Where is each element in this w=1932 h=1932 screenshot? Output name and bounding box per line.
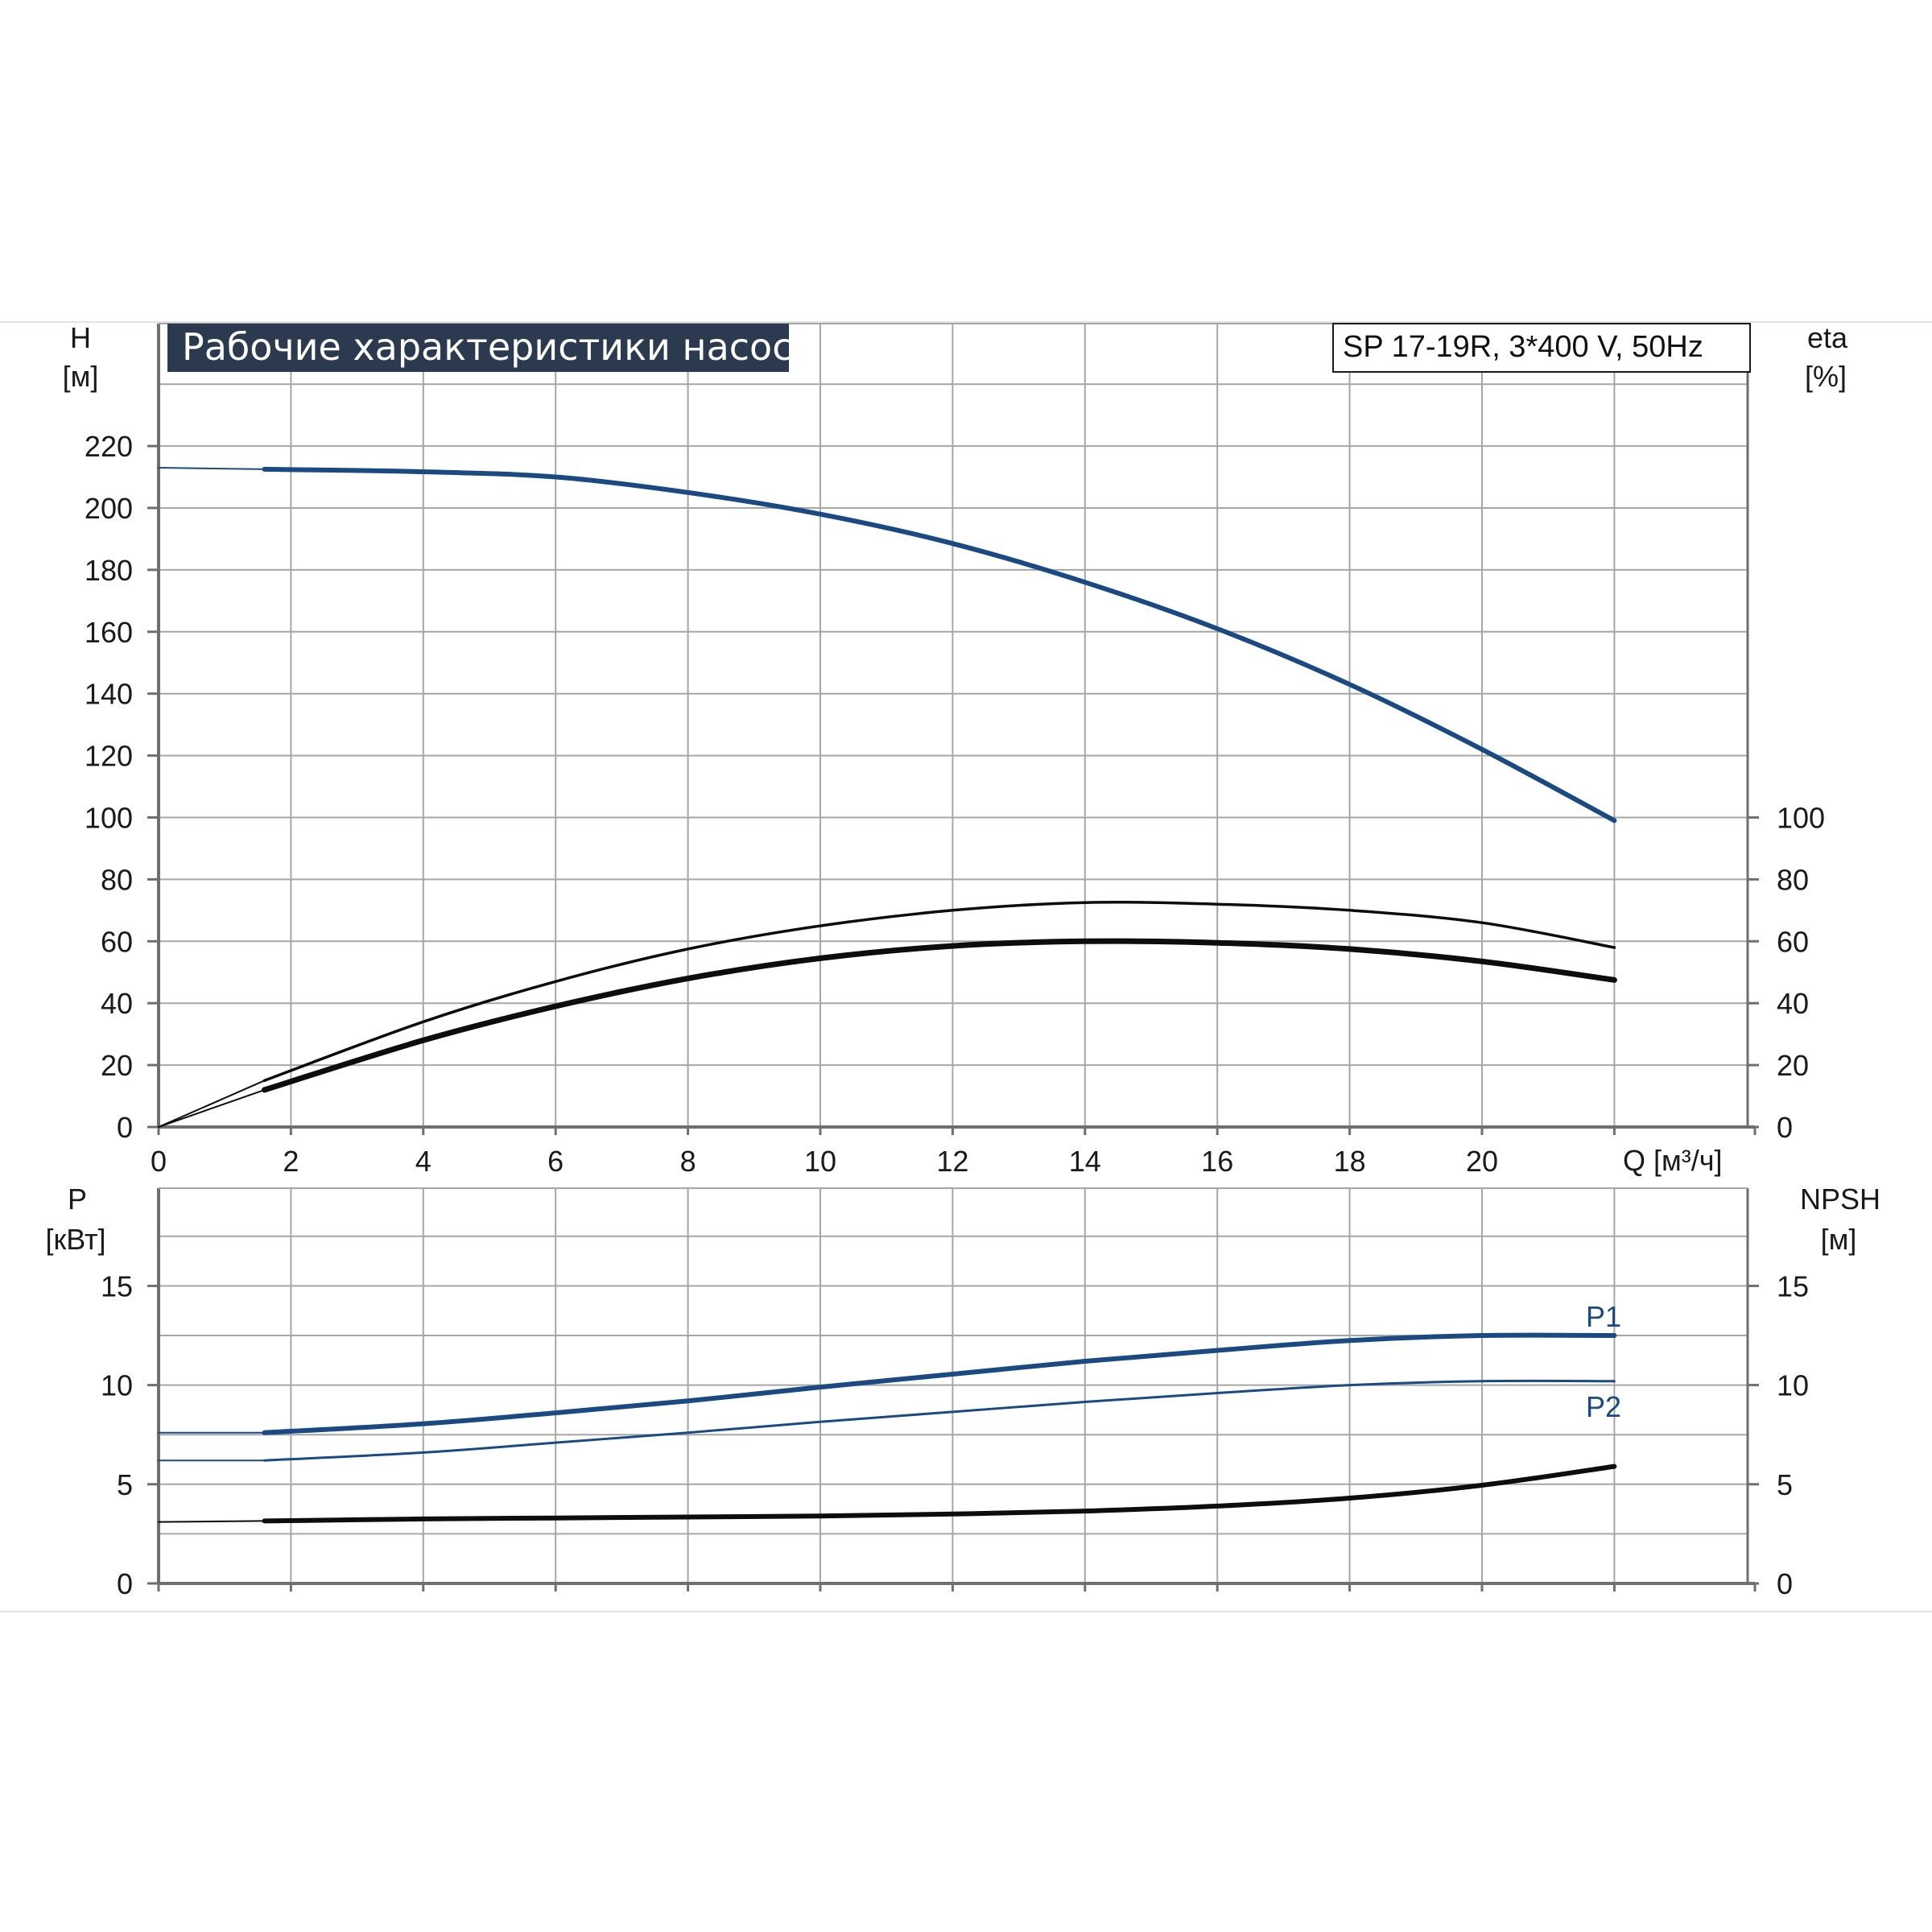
series-extension-h: [158, 467, 266, 470]
y-axis-left-title-bottom: P: [68, 1183, 87, 1216]
x-tick-label: 12: [936, 1145, 968, 1178]
top-panel-ticks: 0204060801001201401601802002200204060801…: [85, 430, 1825, 1178]
y-tick-label-left: 20: [101, 1049, 133, 1082]
series-line-eta-1: [262, 901, 1616, 1083]
top-panel-series: [158, 466, 1617, 1128]
y-tick-label-right: 0: [1777, 1567, 1793, 1600]
x-tick-label: 16: [1201, 1145, 1233, 1178]
y-tick-label-left: 10: [101, 1369, 133, 1402]
x-axis-title: Q [м³/ч]: [1623, 1144, 1723, 1177]
y-tick-label-right: 20: [1777, 1049, 1809, 1082]
x-tick-label: 14: [1069, 1145, 1101, 1178]
y-tick-label-left: 100: [85, 802, 133, 835]
y-tick-label-right: 100: [1777, 802, 1825, 835]
y-axis-right-title-top: eta: [1807, 321, 1848, 354]
y-tick-label-left: 5: [117, 1468, 133, 1501]
series-line-p1: [262, 1332, 1617, 1435]
y-tick-label-left: 60: [101, 925, 133, 958]
y-tick-label-right: 80: [1777, 863, 1809, 896]
series-label-p1: P1: [1586, 1300, 1621, 1333]
series-line-eta-2: [262, 938, 1617, 1093]
bottom-panel-grid: [147, 1187, 1759, 1591]
y-axis-left-unit-top: [м]: [63, 360, 99, 393]
y-tick-label-left: 0: [117, 1111, 133, 1144]
y-tick-label-right: 60: [1777, 925, 1809, 958]
x-tick-label: 4: [415, 1145, 431, 1178]
x-tick-label: 20: [1466, 1145, 1498, 1178]
x-tick-label: 8: [680, 1145, 696, 1178]
model-label-box: [1332, 323, 1751, 373]
y-tick-label-left: 160: [85, 616, 133, 649]
x-tick-label: 2: [283, 1145, 299, 1178]
chart-title: Рабочие характеристики насоса: [182, 325, 815, 369]
y-axis-right-unit-top: [%]: [1805, 360, 1847, 393]
y-tick-label-right: 40: [1777, 987, 1809, 1020]
x-tick-label: 10: [804, 1145, 836, 1178]
model-label: SP 17-19R, 3*400 V, 50Hz: [1343, 330, 1703, 364]
y-tick-label-right: 5: [1777, 1468, 1793, 1501]
y-tick-label-right: 0: [1777, 1111, 1793, 1144]
y-tick-label-right: 15: [1777, 1269, 1809, 1302]
series-line-npsh: [262, 1463, 1617, 1524]
series-extension-eta-2: [158, 1088, 266, 1128]
y-tick-label-left: 140: [85, 678, 133, 711]
top-panel-grid: [147, 323, 1759, 1135]
y-tick-label-left: 220: [85, 430, 133, 463]
y-tick-label-left: 120: [85, 740, 133, 773]
series-label-p2: P2: [1586, 1390, 1621, 1423]
y-tick-label-left: 40: [101, 987, 133, 1020]
y-tick-label-left: 200: [85, 492, 133, 525]
y-tick-label-left: 80: [101, 863, 133, 896]
y-axis-left-unit-bottom: [кВт]: [45, 1223, 105, 1256]
y-tick-label-right: 10: [1777, 1369, 1809, 1402]
y-tick-label-left: 0: [117, 1567, 133, 1600]
y-tick-label-left: 15: [101, 1269, 133, 1302]
series-line-p2: [263, 1379, 1616, 1462]
y-axis-right-title-bottom: NPSH: [1800, 1183, 1880, 1216]
series-extension-eta-1: [158, 1080, 266, 1128]
bottom-panel-series: [158, 1332, 1617, 1524]
chart-title-box: [167, 324, 789, 372]
y-tick-label-left: 180: [85, 554, 133, 587]
bottom-panel-ticks: 0 5 10 15 0 5 10 15: [101, 1269, 1809, 1600]
series-line-h: [262, 466, 1617, 824]
x-tick-label: 0: [151, 1145, 167, 1178]
y-axis-right-unit-bottom: [м]: [1821, 1223, 1857, 1256]
x-tick-label: 18: [1334, 1145, 1366, 1178]
y-axis-left-title-top: H: [70, 321, 91, 354]
x-tick-label: 6: [547, 1145, 564, 1178]
